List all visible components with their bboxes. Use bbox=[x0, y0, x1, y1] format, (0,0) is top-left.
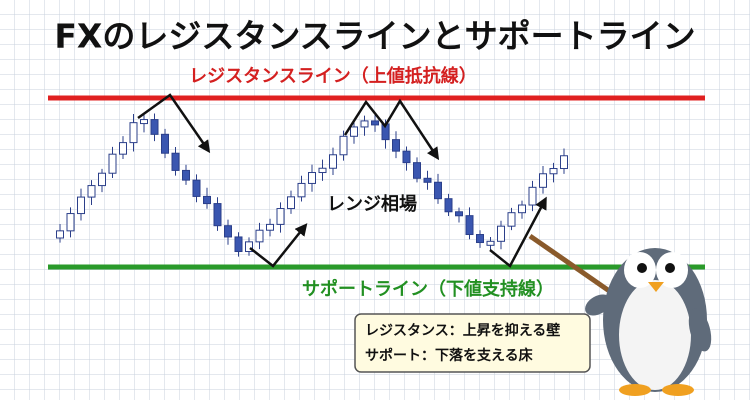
candle-body bbox=[350, 126, 358, 137]
candle-body bbox=[528, 186, 537, 206]
candle-body bbox=[507, 212, 516, 227]
candle-body bbox=[318, 167, 327, 174]
penguin-eye bbox=[665, 263, 675, 273]
candle-body bbox=[213, 203, 222, 227]
candle-body bbox=[392, 139, 400, 152]
candle-body bbox=[56, 230, 64, 239]
arrows bbox=[137, 93, 547, 268]
candle-body bbox=[182, 169, 190, 181]
candle-body bbox=[276, 208, 285, 225]
arrow bbox=[343, 98, 440, 161]
candle-body bbox=[423, 177, 432, 183]
candle-body bbox=[77, 196, 85, 215]
candle-body bbox=[549, 168, 558, 175]
penguin-flipper bbox=[585, 294, 611, 316]
penguin-eye bbox=[637, 263, 647, 273]
penguin-foot bbox=[662, 384, 694, 396]
candle-body bbox=[87, 185, 96, 198]
candle-body bbox=[476, 234, 484, 244]
candle-body bbox=[224, 225, 232, 238]
candle-body bbox=[371, 120, 379, 126]
candle-body bbox=[308, 172, 316, 184]
penguin-beak bbox=[648, 282, 664, 292]
candle-body bbox=[297, 182, 306, 198]
candle-body bbox=[518, 204, 526, 214]
candle-body bbox=[161, 133, 169, 154]
candle-body bbox=[434, 181, 442, 200]
candle-body bbox=[444, 198, 453, 213]
candle-body bbox=[119, 142, 127, 155]
candle-body bbox=[171, 152, 180, 171]
candle-body bbox=[413, 162, 421, 179]
support-label: サポートライン（下値支持線） bbox=[302, 278, 554, 300]
candle-body bbox=[245, 241, 253, 253]
arrow bbox=[489, 196, 547, 268]
candle-body bbox=[539, 173, 547, 188]
candle-body bbox=[140, 119, 148, 125]
candles bbox=[56, 113, 568, 257]
candle-body bbox=[455, 211, 463, 217]
callout: レジスタンス：上昇を抑える壁 サポート：下落を支える床 bbox=[354, 313, 591, 373]
candle-body bbox=[234, 236, 243, 253]
resistance-label: レジスタンスライン（上値抵抗線） bbox=[189, 65, 477, 87]
candle-body bbox=[339, 135, 348, 156]
candle-body bbox=[66, 213, 75, 232]
arrow bbox=[249, 223, 308, 268]
candle-body bbox=[266, 223, 274, 231]
candle-body bbox=[402, 150, 411, 164]
candle-body bbox=[98, 172, 106, 187]
candle-body bbox=[287, 196, 295, 210]
penguin-belly bbox=[619, 280, 691, 390]
callout-line: サポート：下落を支える床 bbox=[365, 347, 534, 364]
candle-body bbox=[108, 153, 117, 174]
candle-body bbox=[329, 154, 337, 169]
candle-body bbox=[465, 215, 474, 236]
candle-body bbox=[129, 122, 138, 144]
penguin-flipper bbox=[688, 308, 712, 352]
candle-body bbox=[497, 225, 505, 242]
candle-body bbox=[255, 229, 264, 243]
candle-body bbox=[150, 119, 159, 135]
penguin-foot bbox=[619, 384, 651, 396]
callout-line: レジスタンス：上昇を抑える壁 bbox=[365, 322, 560, 339]
title: FXのレジスタンスラインとサポートライン bbox=[54, 17, 695, 56]
candle-body bbox=[486, 240, 495, 246]
arrow bbox=[137, 93, 211, 154]
range-label: レンジ相場 bbox=[327, 194, 417, 215]
penguin bbox=[528, 233, 712, 396]
candle-body bbox=[203, 195, 211, 205]
candle-body bbox=[560, 155, 568, 170]
callout-box bbox=[354, 313, 591, 373]
candle-body bbox=[360, 120, 369, 128]
candle-body bbox=[192, 179, 201, 197]
